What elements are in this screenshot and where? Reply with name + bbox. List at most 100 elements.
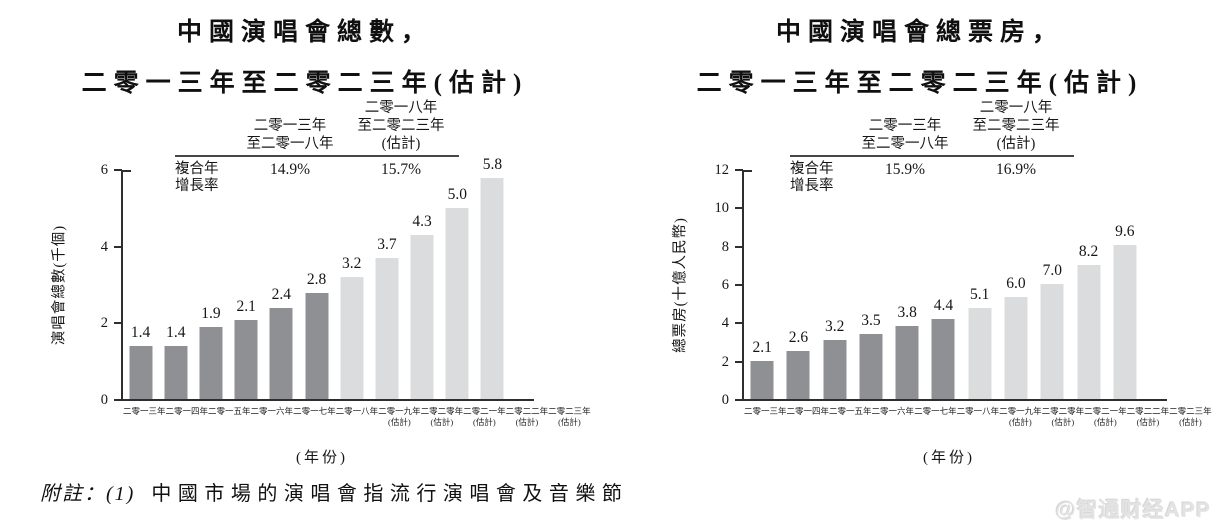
y-tick-label: 4 xyxy=(721,315,729,332)
x-tick-label: 二零一八年 xyxy=(957,406,1000,428)
x-tick-year: 二零一六年 xyxy=(250,406,294,416)
x-tick-label: 二零一四年 xyxy=(787,406,830,428)
x-tick-label: 二零一五年 xyxy=(208,406,251,428)
bar-value-label: 3.8 xyxy=(897,304,917,322)
y-tick-mark xyxy=(735,399,743,401)
chart-panel-total-concerts: 中國演唱會總數， 二零一三年至二零二三年(估計) 二零一三年 至二零一八年 二零… xyxy=(25,0,591,470)
x-tick-estimate-suffix: (估計) xyxy=(473,417,496,427)
bar-slot: 5.1 xyxy=(962,170,998,400)
bar-slot: 5.0 xyxy=(440,170,475,400)
cagr-col2-header-line3: (估計) xyxy=(381,136,421,152)
y-tick-label: 0 xyxy=(721,392,729,408)
bar-value-label: 2.1 xyxy=(236,297,256,315)
cagr-col1-header-line2: 至二零一八年 xyxy=(246,136,334,152)
x-tick-label: 二零一六年 xyxy=(251,406,294,428)
x-axis-line xyxy=(121,399,534,401)
x-tick-label: 二零二一年 (估計) xyxy=(463,406,506,428)
y-axis-line xyxy=(742,170,744,401)
x-tick-year: 二零一五年 xyxy=(208,406,251,416)
y-tick-label: 2 xyxy=(721,353,729,370)
y-tick-mark xyxy=(114,169,122,171)
bar-value-label: 1.4 xyxy=(166,324,186,342)
y-tick-label: 10 xyxy=(714,200,730,217)
x-tick-label: 二零二零年 (估計) xyxy=(421,406,464,428)
bar-slot: 1.4 xyxy=(158,170,193,400)
bar-value-label: 3.7 xyxy=(377,236,397,254)
x-tick-label: 二零二一年 (估計) xyxy=(1084,406,1127,428)
bar-slot: 4.4 xyxy=(925,170,961,400)
cagr-col2-header-line1: 二零一八年 xyxy=(364,100,438,116)
bar-slot: 3.7 xyxy=(369,170,404,400)
x-tick-year: 二零一九年 xyxy=(378,406,421,416)
cagr-col2-header-line1: 二零一八年 xyxy=(979,100,1053,116)
x-tick-year: 二零一七年 xyxy=(293,406,336,416)
y-tick-label: 6 xyxy=(100,162,108,178)
bar-value-label: 2.8 xyxy=(306,270,327,288)
cagr-header-row: 二零一三年 至二零一八年 二零一八年 至二零二三年 (估計) xyxy=(790,99,1074,157)
footnote: 附註：(1) 中國市場的演唱會指流行演唱會及音樂節 xyxy=(40,477,628,506)
bar-slot: 9.6 xyxy=(1107,170,1143,400)
y-tick-label: 12 xyxy=(714,162,730,178)
cagr-table: 二零一三年 至二零一八年 二零一八年 至二零二三年 (估計) 複合年 增長率 1… xyxy=(175,99,459,195)
x-tick-estimate-suffix: (估計) xyxy=(558,417,581,427)
bar-actual xyxy=(931,318,955,400)
bar-slot: 3.5 xyxy=(853,170,889,400)
bar-estimated xyxy=(445,208,469,400)
x-tick-year: 二零一五年 xyxy=(829,406,872,416)
bar-slot: 2.4 xyxy=(264,170,299,400)
bar-actual xyxy=(750,360,774,400)
bar-value-label: 5.0 xyxy=(447,186,467,204)
x-tick-estimate-suffix: (估計) xyxy=(1051,417,1075,427)
bar-value-label: 5.8 xyxy=(482,155,503,173)
cagr-col2-header: 二零一八年 至二零二三年 (估計) xyxy=(958,99,1074,153)
y-axis-line xyxy=(121,170,123,401)
bar-slot: 5.8 xyxy=(475,156,510,400)
bar-slot: 6.0 xyxy=(998,170,1034,400)
y-tick-mark xyxy=(114,399,122,401)
bar-actual xyxy=(823,339,847,400)
cagr-row-label-line2: 增長率 xyxy=(790,178,834,194)
x-tick-estimate-suffix: (估計) xyxy=(515,417,539,427)
bar-slot: 3.2 xyxy=(817,170,853,400)
bar-slot: 2.8 xyxy=(299,170,334,400)
bar-value-label: 9.6 xyxy=(1115,222,1135,240)
bar-value-label: 2.6 xyxy=(788,329,809,347)
y-tick-mark xyxy=(735,245,743,248)
bar-value-label: 1.9 xyxy=(201,305,221,323)
bar-estimated xyxy=(1040,284,1064,400)
bar-estimated xyxy=(1004,297,1028,400)
x-tick-estimate-suffix: (估計) xyxy=(1094,417,1117,427)
bar-slot: 2.1 xyxy=(229,170,264,400)
y-axis-label: 總票房(十億人民幣) xyxy=(672,217,689,353)
x-tick-label: 二零二三年 (估計) xyxy=(1169,406,1212,428)
bar-estimated xyxy=(1113,244,1137,400)
cagr-table: 二零一三年 至二零一八年 二零一八年 至二零二三年 (估計) 複合年 增長率 1… xyxy=(790,99,1074,195)
footnote-prefix: 附註：(1) xyxy=(40,483,136,505)
x-tick-label: 二零二二年 (估計) xyxy=(506,406,549,428)
cagr-col2-header-line2: 至二零二三年 xyxy=(972,118,1060,134)
bar-actual xyxy=(234,319,258,400)
bar-value-label: 3.2 xyxy=(342,255,362,273)
plot-area: 演唱會總數(千個) 0 2 4 6 1.4 1.4 1.9 2.1 2.4 2.8 3.2 3.7 4… xyxy=(52,156,591,466)
y-axis-top-cap xyxy=(121,170,131,172)
bar-actual xyxy=(305,292,329,400)
x-tick-year: 二零一九年 xyxy=(999,406,1042,416)
y-tick-mark xyxy=(735,360,743,363)
y-tick-mark xyxy=(735,207,743,210)
bar-slot: 3.8 xyxy=(889,170,925,400)
cagr-row-label: 複合年 增長率 xyxy=(175,161,237,195)
bar-slot: 2.1 xyxy=(744,170,780,400)
bar-value-label: 8.2 xyxy=(1078,242,1099,260)
bar-slot: 2.6 xyxy=(780,170,816,400)
chart-title-line1: 中國演唱會總票房， xyxy=(775,19,1064,46)
cagr-col2-header-line3: (估計) xyxy=(996,136,1036,152)
bar-actual xyxy=(786,351,810,400)
bar-estimated xyxy=(375,258,399,400)
bars-layer: 1.4 1.4 1.9 2.1 2.4 2.8 3.2 3.7 4.3 5.0 5.8 xyxy=(123,156,510,400)
cagr-row-label-line2: 增長率 xyxy=(175,178,219,194)
x-tick-year: 二零一三年 xyxy=(744,406,787,416)
x-tick-year: 二零二二年 xyxy=(505,406,549,416)
x-tick-label: 二零一四年 xyxy=(166,406,209,428)
cagr-value-1: 15.9% xyxy=(884,161,926,178)
cagr-col2-header: 二零一八年 至二零二三年 (估計) xyxy=(343,99,459,153)
